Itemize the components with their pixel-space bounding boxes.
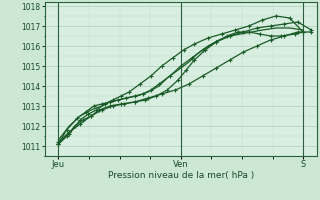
X-axis label: Pression niveau de la mer( hPa ): Pression niveau de la mer( hPa ) bbox=[108, 171, 254, 180]
